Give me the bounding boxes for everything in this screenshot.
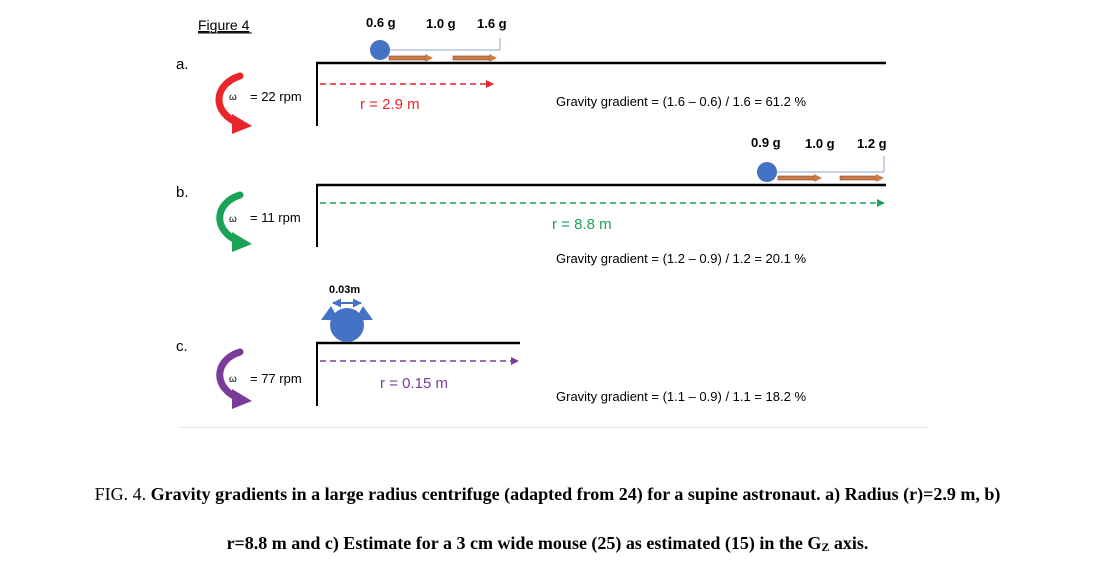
caption-line-1: FIG. 4. Gravity gradients in a large rad… <box>0 484 1095 505</box>
panel-b-rotation-arrowhead-icon <box>232 232 252 252</box>
panel-c-omega-symbol: ω <box>229 374 237 385</box>
caption-subscript: Z <box>821 540 830 554</box>
panel-b: b. ω = 11 rpm r = 8.8 m 0.9 g 1.0 g 1.2 … <box>176 135 887 266</box>
panel-c-mouse-icon <box>321 306 373 342</box>
panel-c-omega-text: = 77 rpm <box>250 371 302 386</box>
panel-a-astronaut-head <box>370 40 390 60</box>
caption-text-2: r=8.8 m and c) Estimate for a 3 cm wide … <box>226 533 822 553</box>
panel-a-g-label-3: 1.6 g <box>477 16 507 31</box>
figure-separator <box>180 427 928 428</box>
panel-b-gradient-text: Gravity gradient = (1.2 – 0.9) / 1.2 = 2… <box>556 251 806 266</box>
panel-c-gradient-text: Gravity gradient = (1.1 – 0.9) / 1.1 = 1… <box>556 389 806 404</box>
panel-a-omega-symbol: ω <box>229 92 237 103</box>
panel-b-omega-text: = 11 rpm <box>250 210 301 225</box>
panel-b-force-arrow-2 <box>839 174 884 182</box>
panel-a-letter: a. <box>176 56 189 73</box>
panel-a-omega-text: = 22 rpm <box>250 89 302 104</box>
caption-text-1: Gravity gradients in a large radius cent… <box>150 484 1001 504</box>
panel-a-force-arrow-2 <box>452 54 497 62</box>
panel-b-g-label-1: 0.9 g <box>751 135 781 150</box>
centrifuge-diagram: Figure 4 a. ω = 22 rpm r = 2.9 m 0.6 g 1… <box>176 15 887 409</box>
panel-a-rotation-arrowhead-icon <box>232 114 252 134</box>
panel-b-omega-symbol: ω <box>229 214 237 225</box>
caption-text-2-end: axis. <box>829 533 869 553</box>
panel-a-gradient-text: Gravity gradient = (1.6 – 0.6) / 1.6 = 6… <box>556 94 806 109</box>
panel-c-rotation-arrowhead-icon <box>232 389 252 409</box>
panel-a-radius-label: r = 2.9 m <box>360 96 420 113</box>
panel-a: a. ω = 22 rpm r = 2.9 m 0.6 g 1.0 g 1.6 … <box>176 15 886 134</box>
panel-c-letter: c. <box>176 338 188 355</box>
panel-c-width-label: 0.03m <box>329 284 360 296</box>
panel-c: c. ω = 77 rpm r = 0.15 m 0.03m Gravity g… <box>176 284 806 409</box>
panel-c-radius-label: r = 0.15 m <box>380 375 448 392</box>
panel-b-g-label-2: 1.0 g <box>805 136 835 151</box>
panel-a-g-label-1: 0.6 g <box>366 15 396 30</box>
panel-a-force-arrow-1 <box>388 54 433 62</box>
panel-b-letter: b. <box>176 184 189 201</box>
panel-b-force-arrow-1 <box>777 174 822 182</box>
figure-label: Figure 4 <box>198 17 250 33</box>
caption-prefix: FIG. 4. <box>94 484 147 504</box>
panel-b-astronaut-head <box>757 162 777 182</box>
panel-b-radius-label: r = 8.8 m <box>552 216 612 233</box>
caption-line-2: r=8.8 m and c) Estimate for a 3 cm wide … <box>0 533 1095 555</box>
panel-a-g-label-2: 1.0 g <box>426 16 456 31</box>
panel-b-g-label-3: 1.2 g <box>857 136 887 151</box>
